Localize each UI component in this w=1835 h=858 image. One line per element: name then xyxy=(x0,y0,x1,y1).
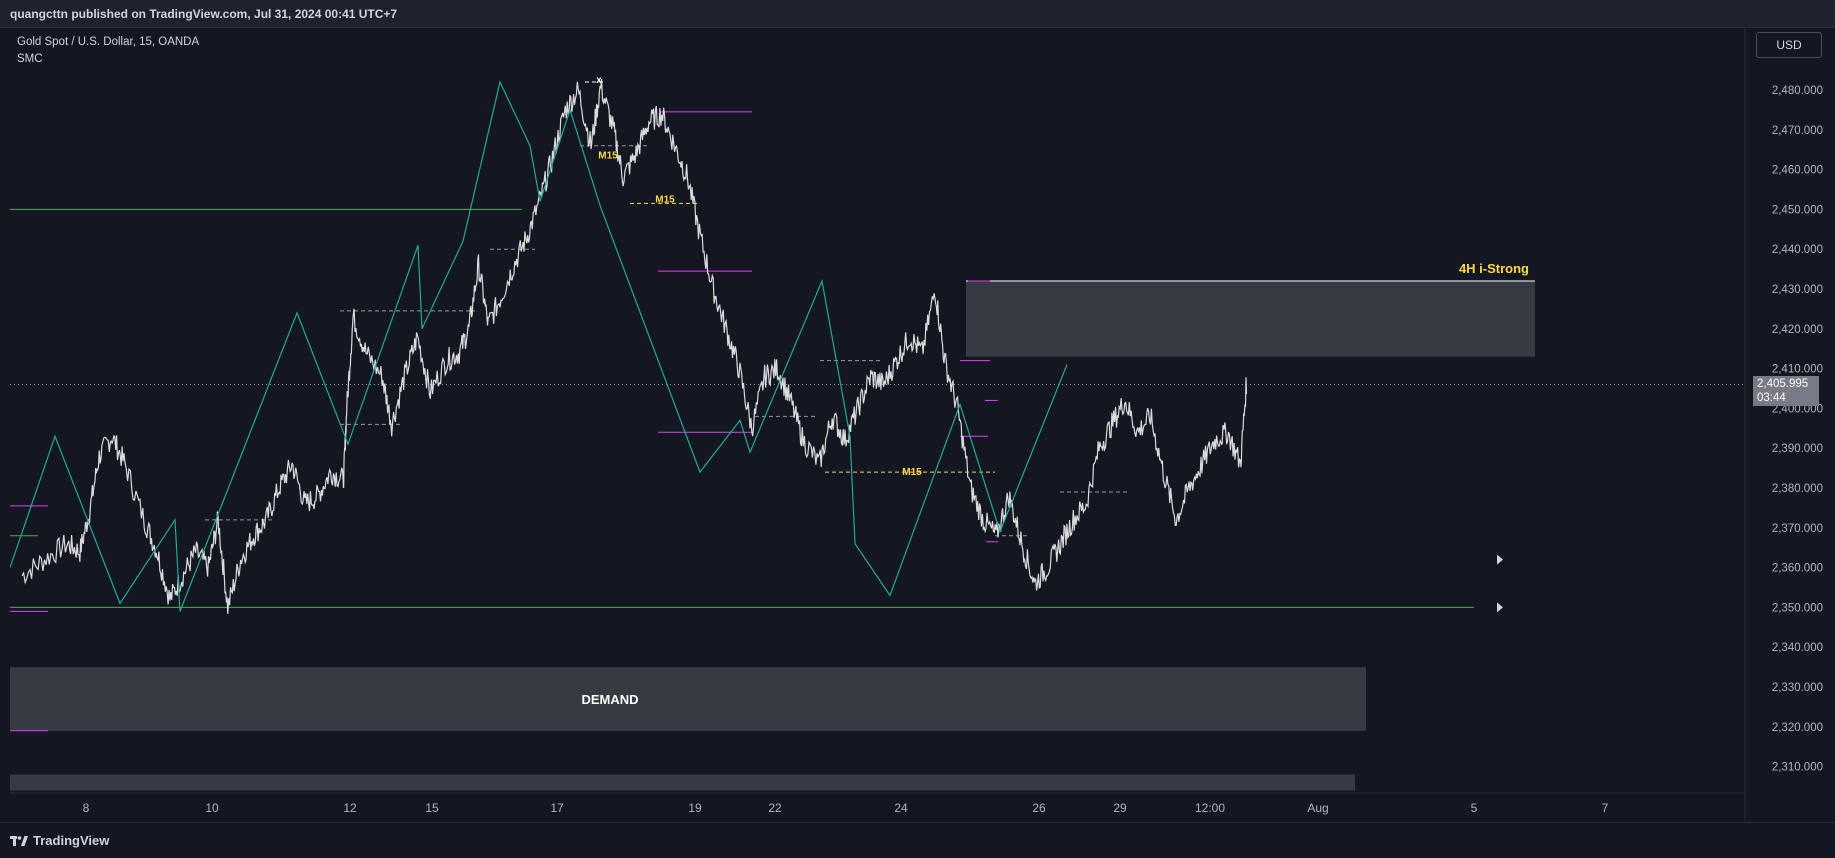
scale-marker-icon xyxy=(1497,554,1503,565)
last-price-tag: 2,405.995 03:44 xyxy=(1753,376,1819,406)
x-tick-label: 26 xyxy=(1032,801,1046,815)
y-tick-label: 2,410.000 xyxy=(1772,364,1823,376)
chart-pane[interactable]: 2,480.000 2,470.000 2,460.000 2,450.000 2,44… xyxy=(10,28,1826,821)
y-tick-label: 2,310.000 xyxy=(1772,762,1823,774)
y-tick-label: 2,340.000 xyxy=(1772,642,1823,654)
indicator-label: SMC xyxy=(17,53,43,65)
price-chart[interactable]: 2,480.000 2,470.000 2,460.000 2,450.000 2,44… xyxy=(10,28,1826,821)
y-tick-label: 2,430.000 xyxy=(1772,284,1823,296)
x-tick-label: 29 xyxy=(1113,801,1127,815)
x-tick-label: 22 xyxy=(768,801,782,815)
chart-annotation: M15 xyxy=(655,194,675,205)
y-tick-label: 2,320.000 xyxy=(1772,722,1823,734)
x-tick-label: 24 xyxy=(894,801,908,815)
y-tick-label: 2,330.000 xyxy=(1772,682,1823,694)
price-series xyxy=(21,79,1248,614)
chart-legend: Gold Spot / U.S. Dollar, 15, OANDA SMC xyxy=(17,34,199,68)
x-tick-label: 10 xyxy=(205,801,219,815)
chart-annotation: M15 xyxy=(598,151,618,162)
x-tick-label: 17 xyxy=(550,801,564,815)
tradingview-brand: TradingView xyxy=(33,833,110,848)
y-tick-label: 2,390.000 xyxy=(1772,443,1823,455)
x-tick-label: 12 xyxy=(343,801,357,815)
footer: TradingView xyxy=(0,822,1835,858)
y-tick-label: 2,350.000 xyxy=(1772,602,1823,614)
y-tick-label: 2,420.000 xyxy=(1772,324,1823,336)
zone-1 xyxy=(966,281,1535,357)
x-tick-label: 15 xyxy=(425,801,439,815)
y-tick-label: 2,480.000 xyxy=(1772,85,1823,97)
symbol-label: Gold Spot / U.S. Dollar, 15, OANDA xyxy=(17,36,200,48)
y-tick-label: 2,460.000 xyxy=(1772,165,1823,177)
zone-3 xyxy=(10,774,1355,791)
published-text: quangcttn published on TradingView.com, … xyxy=(10,7,398,21)
zone-label: 4H i-Strong xyxy=(1459,261,1529,276)
x-tick-label: 12:00 xyxy=(1195,801,1225,815)
price-scale xyxy=(1745,28,1826,821)
currency-button[interactable]: USD xyxy=(1756,32,1822,58)
last-price-countdown: 03:44 xyxy=(1757,392,1786,404)
tradingview-logo-icon xyxy=(10,835,28,846)
zone-label: DEMAND xyxy=(581,692,638,707)
x-tick-label: 5 xyxy=(1471,801,1478,815)
x-tick-label: 7 xyxy=(1602,801,1609,815)
x-tick-label: 19 xyxy=(688,801,702,815)
y-tick-label: 2,400.000 xyxy=(1772,403,1823,415)
zone-2 xyxy=(10,667,1366,731)
chart-annotation: x xyxy=(596,75,602,86)
y-tick-label: 2,440.000 xyxy=(1772,244,1823,256)
x-tick-label: Aug xyxy=(1307,801,1328,815)
chart-annotation: M15 xyxy=(902,467,922,478)
y-tick-label: 2,470.000 xyxy=(1772,125,1823,137)
publish-header: quangcttn published on TradingView.com, … xyxy=(0,0,1835,28)
y-tick-label: 2,450.000 xyxy=(1772,204,1823,216)
tradingview-logo[interactable]: TradingView xyxy=(10,833,109,848)
x-tick-label: 8 xyxy=(83,801,90,815)
zigzag-line xyxy=(10,80,1068,612)
last-price-value: 2,405.995 xyxy=(1757,378,1809,390)
scale-marker-icon xyxy=(1497,602,1503,613)
y-tick-label: 2,370.000 xyxy=(1772,523,1823,535)
y-tick-label: 2,360.000 xyxy=(1772,563,1823,575)
y-tick-label: 2,380.000 xyxy=(1772,483,1823,495)
